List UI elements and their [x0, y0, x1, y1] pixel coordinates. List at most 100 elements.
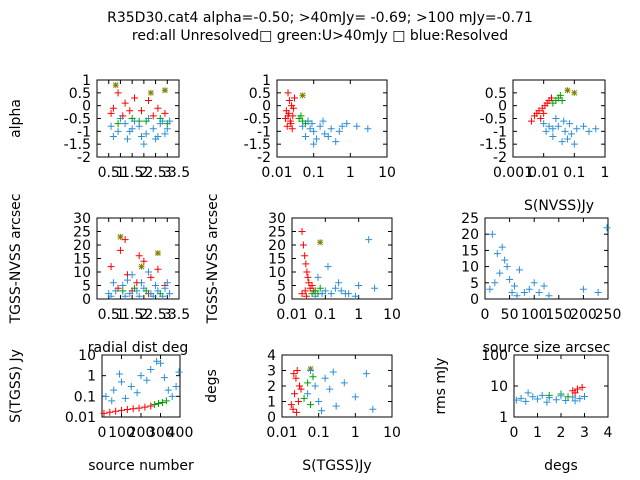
- p7-point-blue: [116, 370, 124, 378]
- p2-point-red: [289, 104, 297, 112]
- p6-point-blue: [488, 230, 496, 238]
- p2-point-red: [287, 120, 295, 128]
- p4-point-blue: [112, 287, 120, 295]
- p4-point-blue: [161, 284, 169, 292]
- p4-point-blue: [138, 279, 146, 287]
- p7-point-red: [100, 409, 108, 417]
- p4-plot-frame: [96, 217, 180, 300]
- p2-point-blue: [364, 125, 372, 133]
- p9-point-blue: [569, 393, 577, 401]
- p2-point-blue: [299, 122, 307, 130]
- p9-x-tick-label: 4: [604, 425, 613, 441]
- p3-point-blue: [573, 125, 581, 133]
- p2-y-tick-label: -0.5: [244, 112, 271, 128]
- p8-point-blue: [326, 385, 334, 393]
- p2-point-blue: [304, 117, 312, 125]
- p8-point-blue: [329, 368, 337, 376]
- p4-point-blue: [140, 284, 148, 292]
- p9-point-red: [578, 383, 586, 391]
- p5-y-tick-label: 0: [277, 292, 286, 308]
- p5-point-green: [316, 284, 324, 292]
- p9-point-blue: [552, 396, 560, 404]
- p4-y-tick-label: 5: [82, 279, 91, 295]
- p3-point-blue: [580, 122, 588, 130]
- p8-x-tick-label: 10: [383, 425, 401, 441]
- p5-point-blue: [355, 282, 363, 289]
- p7-point-blue: [121, 394, 129, 402]
- p7-point-blue: [168, 392, 176, 400]
- p8-point-red: [291, 390, 299, 398]
- p1-point-red: [138, 107, 146, 115]
- p6-y-tick-label: 5: [470, 276, 479, 292]
- p3-point-red: [540, 109, 548, 117]
- p6-point-blue: [520, 289, 528, 297]
- p4-point-blue: [166, 290, 174, 298]
- p9-point-blue: [557, 392, 565, 400]
- p2-point-blue: [319, 117, 327, 125]
- p8-point-blue: [318, 407, 326, 415]
- p2-point-blue: [306, 125, 314, 133]
- p1-point-blue: [154, 132, 162, 140]
- p5-point-blue: [335, 279, 343, 287]
- p3-y-tick-label: 0.5: [485, 86, 507, 102]
- p2-point-blue: [316, 122, 324, 130]
- p3-point-olive: [571, 89, 578, 96]
- p1-point-olive: [161, 87, 168, 94]
- p7-x-tick-label: 300: [147, 425, 174, 441]
- p5-point-blue: [365, 236, 373, 244]
- p1-point-blue: [121, 120, 129, 128]
- p5-point-red: [302, 260, 310, 268]
- p9-x-tick-label: 3: [580, 425, 589, 441]
- p4-point-red: [140, 257, 148, 265]
- p7-point-blue: [137, 372, 145, 380]
- p9-point-blue: [524, 389, 532, 397]
- p9-point-red: [571, 389, 579, 397]
- p4-point-blue: [126, 290, 134, 298]
- p7-point-red: [141, 403, 149, 411]
- p9-y-tick-label: 10: [490, 379, 508, 395]
- p3-point-red: [547, 94, 555, 102]
- p2-y-tick-label: -1.5: [244, 137, 271, 153]
- p7-point-blue: [143, 376, 151, 384]
- p5-y-tick-label: 20: [268, 238, 286, 254]
- p7-point-blue: [127, 382, 135, 390]
- p6-y-tick-label: 25: [461, 211, 479, 227]
- p5-plot-frame: [291, 217, 393, 300]
- p8-point-blue: [307, 367, 315, 374]
- p1-y-tick-label: -2: [77, 150, 91, 166]
- p2-point-blue: [327, 125, 335, 133]
- p1-y-tick-label: -1.5: [64, 137, 91, 153]
- p8-point-blue: [362, 370, 370, 378]
- p6-point-blue: [540, 282, 548, 290]
- p1-y-axis-label: alpha: [8, 99, 24, 138]
- p3-y-tick-label: -1.5: [480, 137, 507, 153]
- p1-point-blue: [163, 125, 171, 133]
- figure-title-line-2: red:all Unresolved□ green:U>40mJy □ blue…: [131, 28, 509, 44]
- p7-point-blue: [110, 386, 118, 394]
- p7-x-tick-label: 400: [167, 425, 194, 441]
- p9-y-tick-label: 1: [499, 410, 508, 426]
- p6-y-tick-label: 20: [461, 227, 479, 243]
- p9-point-blue: [543, 398, 551, 406]
- p9-point-red: [573, 385, 581, 393]
- p2-point-red: [288, 125, 296, 133]
- p1-point-blue: [123, 135, 131, 143]
- p7-point-red: [129, 405, 137, 413]
- p3-x-tick-label: 1: [601, 165, 610, 181]
- p7-y-tick-label: 1: [87, 369, 96, 385]
- p7-point-blue: [157, 359, 164, 367]
- p5-point-red: [304, 273, 312, 281]
- p4-point-blue: [119, 282, 127, 289]
- p1-x-tick-label: 1: [116, 165, 125, 181]
- p8-point-red: [290, 370, 298, 378]
- p8-point-blue: [311, 382, 319, 390]
- p1-point-blue: [138, 132, 146, 140]
- p3-point-olive: [564, 87, 571, 94]
- p1-point-red: [126, 107, 134, 115]
- p3-x-axis-label: S(NVSS)Jy: [524, 198, 594, 214]
- p4-point-blue: [107, 292, 115, 300]
- p2-point-blue: [302, 132, 310, 140]
- p7-y-tick-label: 0.1: [74, 389, 96, 405]
- p6-point-blue: [498, 243, 506, 251]
- p1-point-olive: [112, 82, 119, 89]
